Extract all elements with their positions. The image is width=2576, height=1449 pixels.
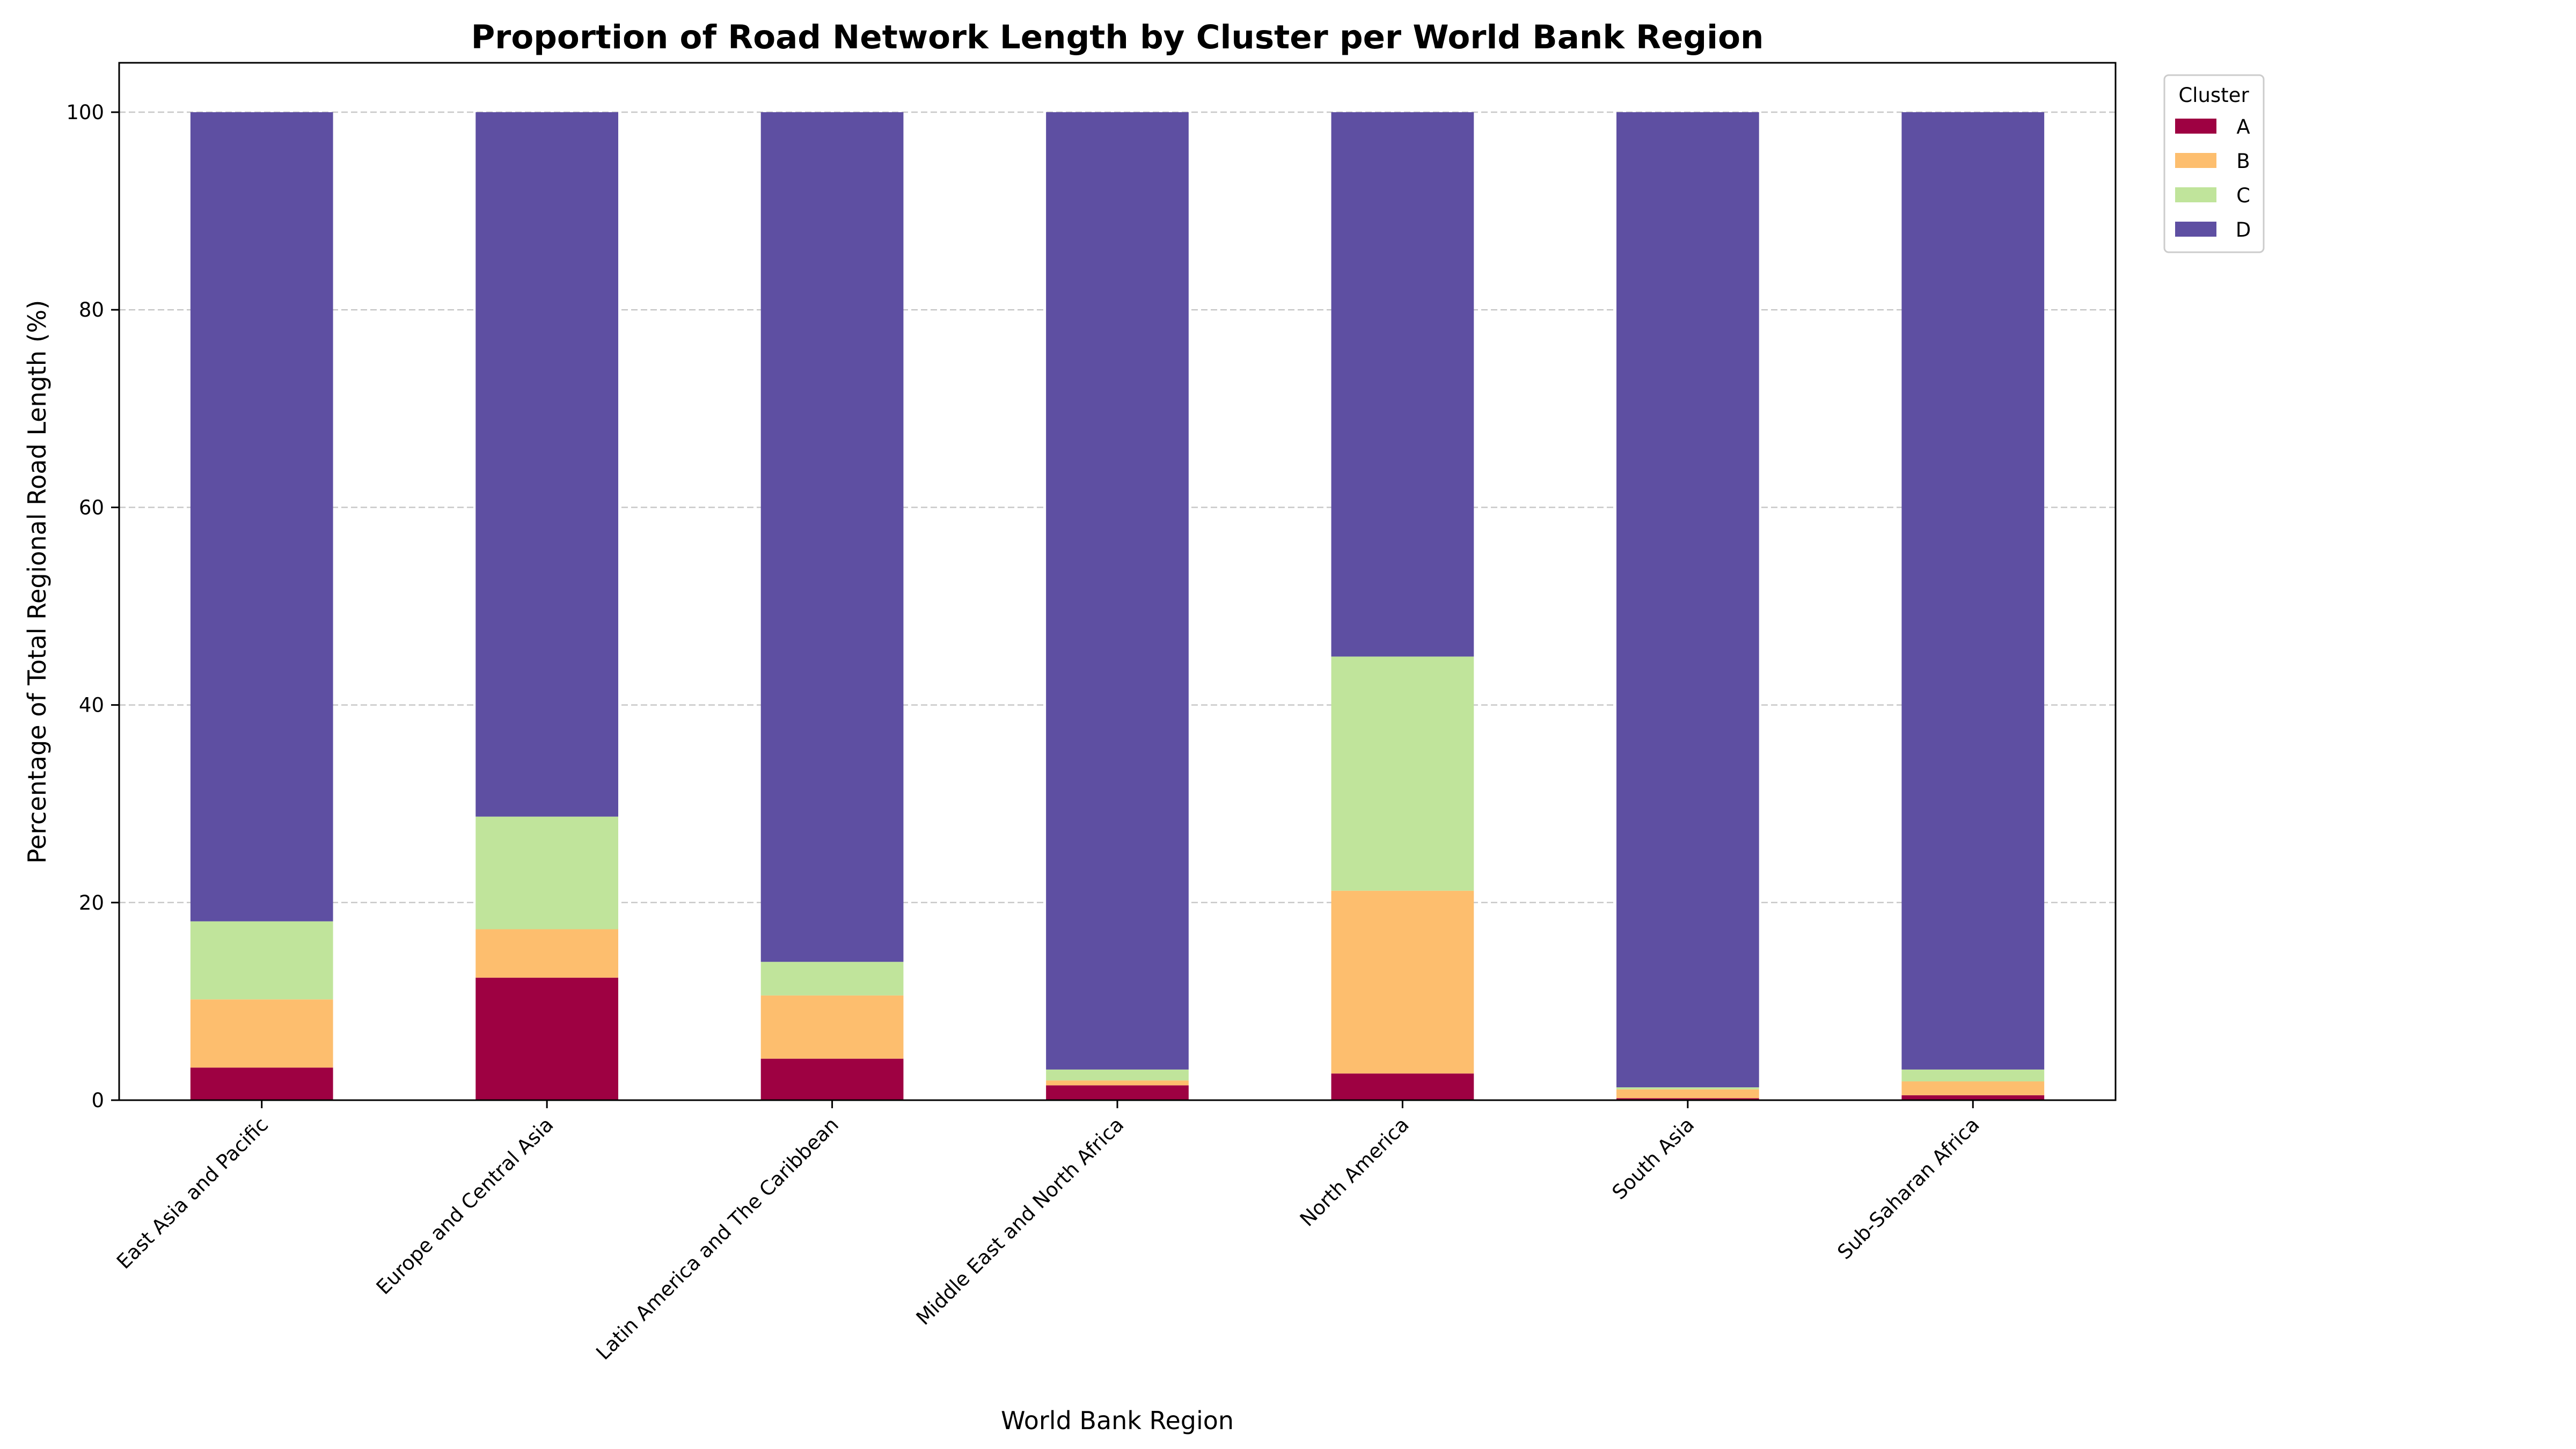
bar-A-6 — [1901, 1095, 2045, 1100]
legend-swatch-C — [2175, 187, 2216, 202]
bar-B-1 — [475, 929, 618, 978]
y-tick-label-0: 0 — [91, 1089, 104, 1112]
bar-D-6 — [1901, 112, 2045, 1070]
y-tick-label-80: 80 — [79, 298, 104, 321]
bar-C-6 — [1901, 1069, 2045, 1082]
bar-stack-0 — [190, 112, 333, 1100]
bar-D-1 — [475, 112, 618, 817]
bar-C-2 — [760, 962, 904, 996]
legend-label-B: B — [2236, 150, 2250, 173]
legend-label-C: C — [2236, 184, 2250, 207]
bar-B-5 — [1616, 1089, 1759, 1099]
y-tick-label-100: 100 — [66, 101, 104, 124]
bar-A-5 — [1616, 1098, 1759, 1100]
chart-title: Proportion of Road Network Length by Clu… — [471, 18, 1764, 56]
bar-C-0 — [190, 921, 333, 1000]
bar-B-0 — [190, 999, 333, 1068]
bar-stack-4 — [1331, 112, 1474, 1100]
legend-swatch-B — [2175, 153, 2216, 168]
bar-A-1 — [475, 977, 618, 1100]
y-tick-label-40: 40 — [79, 694, 104, 717]
bar-C-3 — [1046, 1069, 1189, 1081]
bar-B-6 — [1901, 1081, 2045, 1095]
bar-A-2 — [760, 1058, 904, 1100]
x-axis-label: World Bank Region — [1001, 1406, 1234, 1435]
bar-C-4 — [1331, 656, 1474, 891]
legend-label-D: D — [2236, 218, 2251, 241]
bar-stack-3 — [1046, 112, 1189, 1100]
bar-D-4 — [1331, 112, 1474, 657]
y-tick-label-20: 20 — [79, 891, 104, 914]
y-axis-ticks: 0 20 40 60 80 100 — [66, 101, 119, 1112]
legend-swatch-D — [2175, 222, 2216, 237]
y-tick-label-60: 60 — [79, 496, 104, 519]
bar-B-2 — [760, 995, 904, 1059]
bar-stack-5 — [1616, 112, 1759, 1100]
bar-stack-6 — [1901, 112, 2045, 1100]
bar-stack-2 — [760, 112, 904, 1100]
y-axis-label: Percentage of Total Regional Road Length… — [23, 300, 52, 863]
legend-swatch-A — [2175, 119, 2216, 134]
bar-A-4 — [1331, 1073, 1474, 1100]
bar-A-3 — [1046, 1085, 1189, 1100]
bar-D-5 — [1616, 112, 1759, 1088]
bar-B-4 — [1331, 890, 1474, 1074]
bar-C-5 — [1616, 1087, 1759, 1089]
legend-label-A: A — [2236, 115, 2250, 138]
bar-D-3 — [1046, 112, 1189, 1070]
bar-A-0 — [190, 1067, 333, 1100]
bar-D-0 — [190, 112, 333, 921]
bars — [190, 112, 2045, 1100]
bar-stack-1 — [475, 112, 618, 1100]
bar-C-1 — [475, 816, 618, 930]
bar-D-2 — [760, 112, 904, 962]
bar-B-3 — [1046, 1080, 1189, 1086]
legend-title: Cluster — [2178, 84, 2249, 107]
